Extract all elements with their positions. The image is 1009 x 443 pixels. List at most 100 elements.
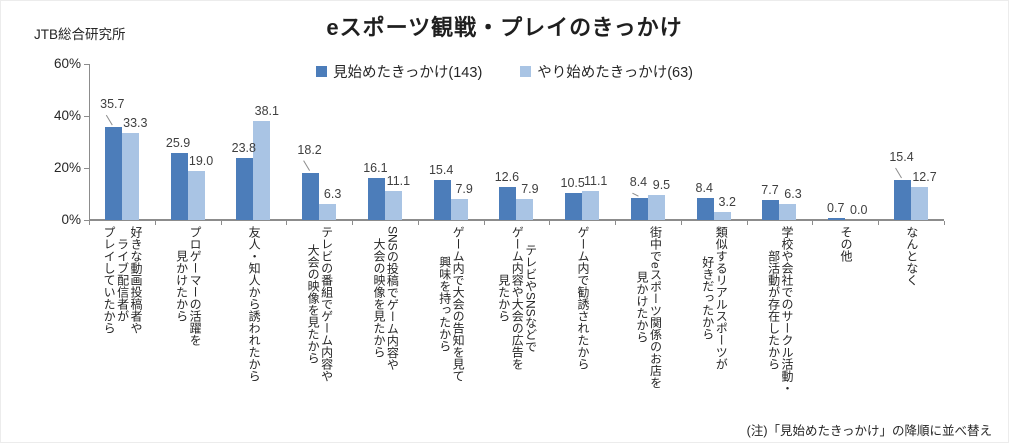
value-label-play-4: 11.1	[386, 174, 411, 189]
bar-play-3	[319, 203, 337, 220]
category-cell-7: ゲーム内で勧誘されたから	[549, 226, 615, 436]
value-label-play-6: 7.9	[521, 182, 539, 197]
category-label-10: 学校や会社でのサークル活動・ 部活動が存在したから	[766, 226, 794, 394]
legend-item-play: やり始めたきっかけ(63)	[520, 61, 693, 82]
y-axis-tick	[84, 168, 89, 169]
bar-play-2	[253, 120, 271, 220]
value-label-watch-4: 16.1	[363, 161, 388, 176]
category-cell-6: テレビやSNSなどで ゲーム内容や大会の広告を 見たから	[484, 226, 550, 436]
legend: 見始めたきっかけ(143) やり始めたきっかけ(63)	[1, 61, 1008, 82]
value-label-watch-1: 25.9	[165, 135, 191, 150]
x-axis-tick	[615, 221, 617, 225]
category-label-2: 友人・知人から誘われたから	[247, 226, 262, 382]
legend-label-watch: 見始めたきっかけ(143)	[333, 65, 483, 81]
category-label-0: 好きな動画投稿者や ライブ配信者が プレイしていたから	[102, 226, 144, 334]
category-label-7: ゲーム内で勧誘されたから	[575, 226, 590, 370]
y-axis-tick	[84, 64, 89, 65]
value-label-watch-0: 35.7	[100, 97, 125, 112]
category-label-4: SNSの投稿でゲーム内容や 大会の映像を見たから	[371, 226, 400, 371]
legend-swatch-watch-icon	[316, 66, 327, 77]
category-cell-8: 街中でeスポーツ関係のお店を 見かけたから	[615, 226, 681, 436]
value-label-play-0: 33.3	[123, 116, 148, 131]
bar-watch-4	[367, 178, 385, 220]
value-label-play-2: 38.1	[254, 103, 279, 118]
bar-watch-9	[696, 198, 714, 220]
y-axis-tick-label: 0%	[61, 212, 81, 227]
x-axis-tick	[746, 221, 748, 225]
y-axis-line	[89, 64, 90, 220]
x-axis-line	[89, 219, 944, 221]
bar-watch-3	[302, 172, 320, 220]
value-label-watch-10: 7.7	[761, 182, 779, 197]
x-axis-tick	[352, 221, 354, 225]
category-cell-2: 友人・知人から誘われたから	[221, 226, 287, 436]
category-cell-1: プロゲーマーの活躍を 見かけたから	[155, 226, 221, 436]
category-label-1: プロゲーマーの活躍を 見かけたから	[174, 226, 203, 346]
category-cell-10: 学校や会社でのサークル活動・ 部活動が存在したから	[747, 226, 813, 436]
category-label-12: なんとなく	[904, 226, 919, 286]
bar-play-10	[779, 203, 797, 220]
category-label-5: ゲーム内で大会の告知を見て 興味を持ったから	[437, 226, 466, 382]
value-label-watch-6: 12.6	[494, 170, 520, 185]
y-axis-tick-label: 40%	[53, 108, 81, 123]
bar-play-8	[647, 195, 665, 220]
x-axis-tick	[417, 221, 419, 225]
legend-swatch-play-icon	[520, 66, 532, 77]
value-label-watch-12: 15.4	[889, 149, 914, 164]
bar-watch-1	[170, 152, 188, 220]
bar-watch-0	[104, 127, 122, 220]
legend-label-play: やり始めたきっかけ(63)	[537, 65, 693, 81]
bar-play-12	[911, 186, 929, 220]
value-label-play-5: 7.9	[455, 182, 473, 197]
x-axis-tick	[89, 221, 90, 225]
x-axis-tick	[878, 221, 880, 225]
category-cell-9: 類似するリアルスポーツが 好きだったから	[681, 226, 747, 436]
category-cell-4: SNSの投稿でゲーム内容や 大会の映像を見たから	[352, 226, 418, 436]
x-axis-tick	[944, 221, 945, 225]
category-cell-12: なんとなく	[878, 226, 944, 436]
value-label-play-7: 11.1	[583, 174, 608, 189]
source-label: JTB総合研究所	[34, 27, 126, 42]
footnote: (注)「見始めたきっかけ」の降順に並べ替え	[746, 424, 992, 438]
x-axis-tick	[154, 221, 156, 225]
bar-watch-5	[433, 179, 451, 220]
value-label-play-9: 3.2	[718, 194, 736, 209]
bar-watch-6	[499, 187, 517, 220]
category-label-9: 類似するリアルスポーツが 好きだったから	[700, 226, 729, 370]
value-label-play-11: 0.0	[850, 203, 868, 217]
category-cell-5: ゲーム内で大会の告知を見て 興味を持ったから	[418, 226, 484, 436]
bar-watch-2	[236, 158, 254, 220]
bar-watch-8	[630, 198, 648, 220]
value-label-watch-3: 18.2	[297, 142, 322, 157]
chart-title: eスポーツ観戦・プレイのきっかけ	[326, 15, 683, 40]
value-label-play-8: 9.5	[652, 178, 671, 193]
value-label-play-10: 6.3	[784, 186, 802, 201]
bar-play-9	[713, 211, 731, 220]
value-label-watch-8: 8.4	[629, 175, 648, 190]
bar-play-0	[121, 133, 139, 220]
x-axis-tick	[483, 221, 485, 225]
category-label-11: その他	[839, 226, 854, 262]
legend-item-watch: 見始めたきっかけ(143)	[316, 61, 482, 82]
value-label-play-1: 19.0	[188, 153, 214, 168]
x-axis-tick	[680, 221, 682, 225]
value-label-watch-11: 0.7	[827, 201, 845, 216]
category-cell-0: 好きな動画投稿者や ライブ配信者が プレイしていたから	[89, 226, 155, 436]
bar-watch-7	[565, 192, 583, 220]
y-axis-tick-label: 60%	[53, 56, 81, 71]
y-axis-tick	[84, 116, 89, 117]
bar-watch-11	[828, 218, 846, 220]
x-axis-tick	[220, 221, 222, 225]
x-axis-tick	[549, 221, 551, 225]
category-label-8: 街中でeスポーツ関係のお店を 見かけたから	[635, 226, 663, 389]
value-label-watch-5: 15.4	[428, 162, 454, 177]
category-cell-3: テレビの番組でゲーム内容や 大会の映像を見たから	[286, 226, 352, 436]
bar-play-4	[384, 191, 402, 220]
bar-play-7	[582, 191, 600, 220]
y-axis-tick	[84, 220, 89, 221]
value-label-watch-2: 23.8	[231, 141, 256, 156]
bar-play-5	[450, 199, 468, 220]
x-axis-tick	[812, 221, 814, 225]
x-axis-tick	[286, 221, 288, 225]
